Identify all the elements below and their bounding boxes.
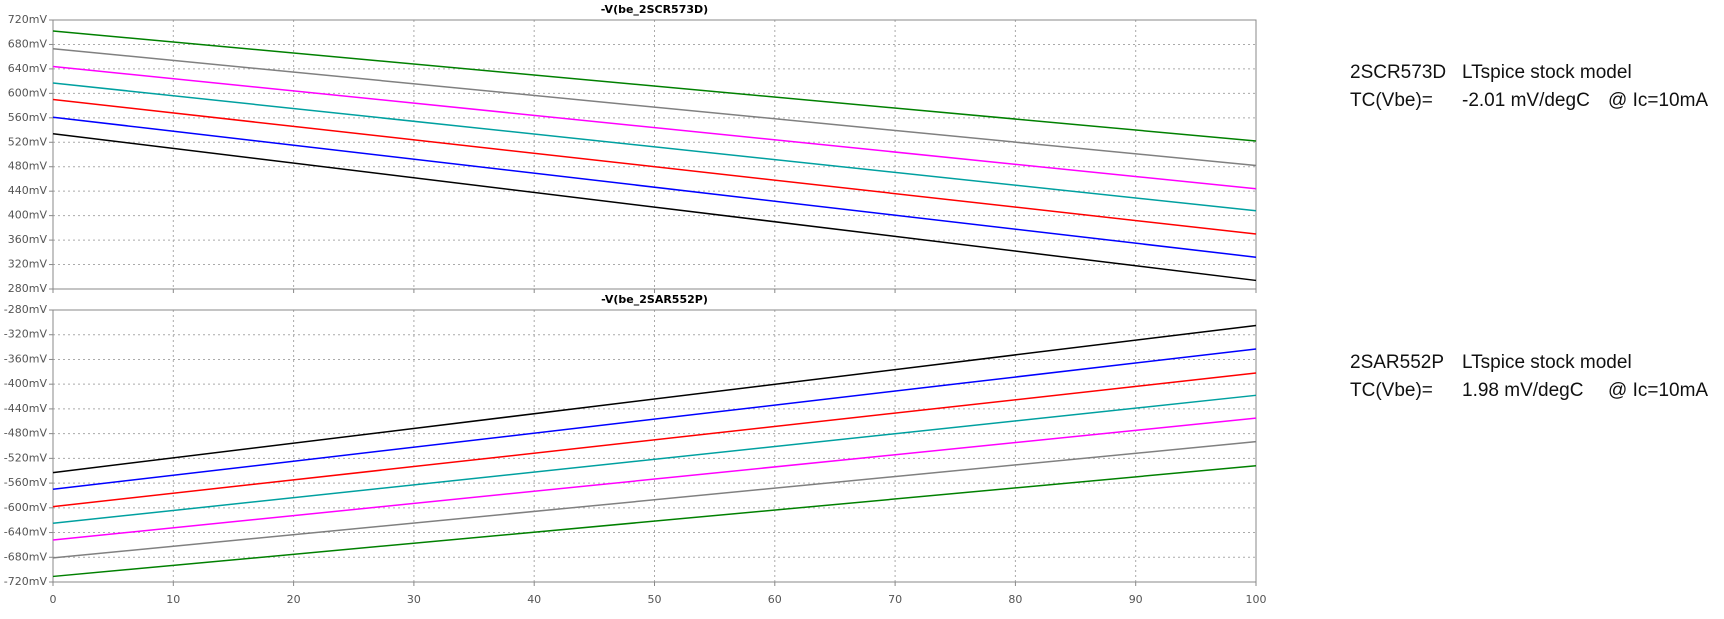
x-tick-label: 100 bbox=[1246, 593, 1267, 606]
x-tick-label: 90 bbox=[1129, 593, 1143, 606]
annotation: TC(Vbe)= bbox=[1350, 380, 1433, 401]
plot-frame bbox=[52, 309, 1257, 583]
x-tick-label: 40 bbox=[527, 593, 541, 606]
series-line bbox=[52, 132, 1257, 282]
y-tick-label: -520mV bbox=[4, 451, 48, 464]
series-line bbox=[52, 82, 1257, 212]
annotation: @ Ic=10mA bbox=[1608, 380, 1708, 401]
annotation: LTspice stock model bbox=[1462, 352, 1632, 373]
series-line bbox=[52, 30, 1257, 142]
y-tick-label: -320mV bbox=[4, 328, 48, 341]
y-tick-label: -480mV bbox=[4, 427, 48, 440]
annotation: @ Ic=10mA bbox=[1608, 90, 1708, 111]
series-line bbox=[52, 348, 1257, 491]
annotation: 2SAR552P bbox=[1350, 352, 1444, 373]
y-tick-label: 560mV bbox=[8, 111, 48, 124]
annotation: TC(Vbe)= bbox=[1350, 90, 1433, 111]
x-tick-label: 50 bbox=[648, 593, 662, 606]
y-tick-label: 440mV bbox=[8, 184, 48, 197]
series-line bbox=[52, 116, 1257, 258]
series-line bbox=[52, 394, 1257, 525]
y-tick-label: 360mV bbox=[8, 233, 48, 246]
y-tick-label: 280mV bbox=[8, 282, 48, 295]
y-tick-label: -360mV bbox=[4, 352, 48, 365]
y-tick-label: -440mV bbox=[4, 402, 48, 415]
annotation: LTspice stock model bbox=[1462, 62, 1632, 83]
y-tick-label: 720mV bbox=[8, 13, 48, 26]
series-line bbox=[52, 47, 1257, 167]
series-line bbox=[52, 65, 1257, 190]
y-tick-label: -400mV bbox=[4, 377, 48, 390]
y-tick-label: -640mV bbox=[4, 526, 48, 539]
series-line bbox=[52, 417, 1257, 541]
x-tick-label: 80 bbox=[1008, 593, 1022, 606]
annotation: -2.01 mV/degC bbox=[1462, 90, 1590, 111]
annotation: 1.98 mV/degC bbox=[1462, 380, 1583, 401]
annotation: 2SCR573D bbox=[1350, 62, 1446, 83]
x-tick-label: 10 bbox=[166, 593, 180, 606]
series-line bbox=[52, 372, 1257, 508]
y-tick-label: 480mV bbox=[8, 160, 48, 173]
y-tick-label: -680mV bbox=[4, 550, 48, 563]
plot-frame bbox=[52, 19, 1257, 290]
y-tick-label: 320mV bbox=[8, 258, 48, 271]
y-tick-label: -280mV bbox=[4, 303, 48, 316]
y-tick-label: 600mV bbox=[8, 86, 48, 99]
y-tick-label: -600mV bbox=[4, 501, 48, 514]
y-tick-label: 520mV bbox=[8, 135, 48, 148]
y-tick-label: 640mV bbox=[8, 62, 48, 75]
x-tick-label: 30 bbox=[407, 593, 421, 606]
series-line bbox=[52, 324, 1257, 474]
x-tick-label: 70 bbox=[888, 593, 902, 606]
chart-title: -V(be_2SAR552P) bbox=[601, 293, 708, 306]
series-line bbox=[52, 440, 1257, 559]
x-tick-label: 60 bbox=[768, 593, 782, 606]
y-tick-label: 680mV bbox=[8, 37, 48, 50]
x-tick-label: 20 bbox=[287, 593, 301, 606]
y-tick-label: -720mV bbox=[4, 575, 48, 588]
series-line bbox=[52, 98, 1257, 235]
y-tick-label: 400mV bbox=[8, 209, 48, 222]
y-tick-label: -560mV bbox=[4, 476, 48, 489]
series-line bbox=[52, 465, 1257, 578]
chart-title: -V(be_2SCR573D) bbox=[601, 3, 708, 16]
x-tick-label: 0 bbox=[50, 593, 57, 606]
